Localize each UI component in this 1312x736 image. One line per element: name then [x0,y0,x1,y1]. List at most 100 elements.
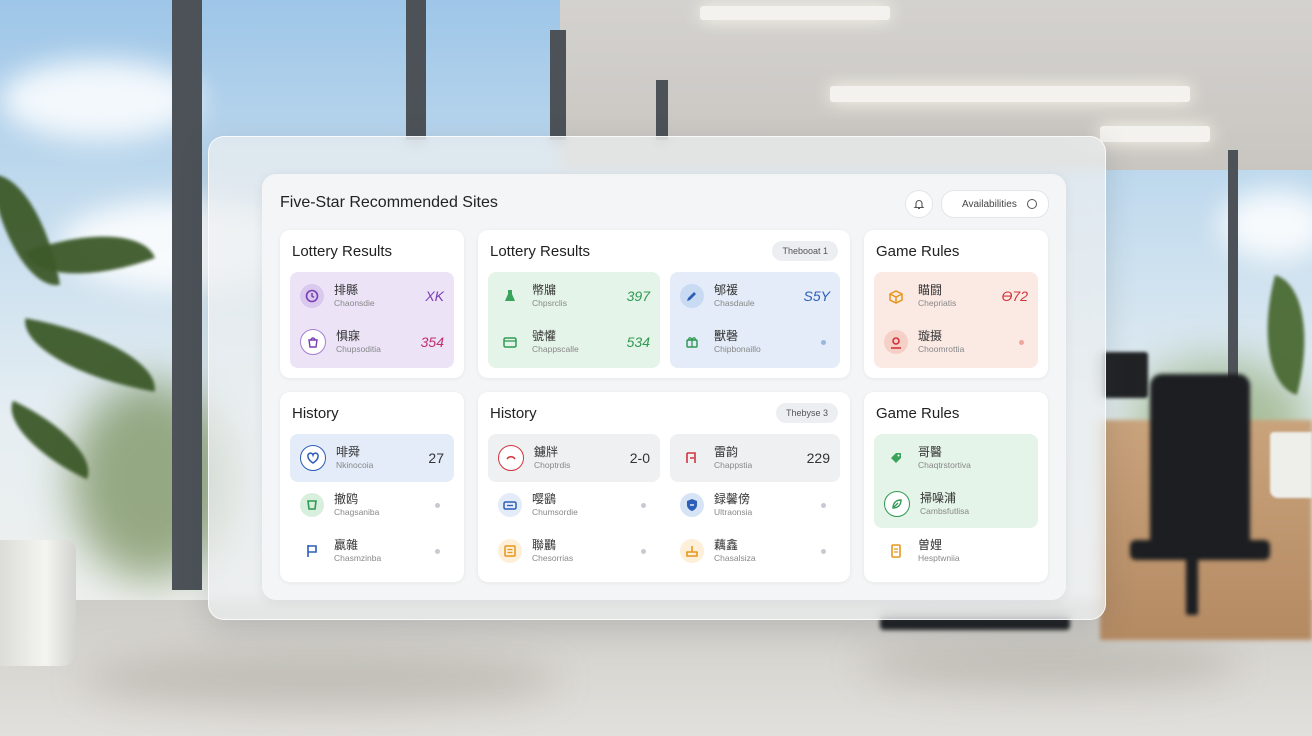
list-icon [498,539,522,563]
card-title: History [292,405,339,422]
list-item[interactable]: 璇摄 Choomrottia [874,319,1038,365]
item-sub: Nkinocoia [336,460,374,471]
card-title: Lottery Results [490,243,591,260]
shield-icon [680,493,704,517]
lottery-results-card: Lottery Results 排縣 Chaonsdie ΧΚ 惧寐 Chupsod… [280,230,464,378]
status-dot [821,339,826,345]
item-label: 藕鑫 [714,538,739,553]
item-sub: Chupsoditia [336,344,381,355]
item-label: 聯鸝 [532,538,557,553]
item-label: 曽娌 [918,538,943,553]
item-label: 掃噪浦 [920,491,957,506]
list-item[interactable]: 曽娌 Hesptwniia [874,528,1038,574]
item-value: ΧΚ [425,288,444,304]
item-sub: Chasalsiza [714,553,756,564]
item-sub: Chesorrias [532,553,574,564]
search-label: Availabilities [962,198,1017,210]
history-card: History 啡舜 Nkinocoia 27 撤鸥 Chagsaniba 贏雜 Ch… [280,392,464,582]
item-sub: Chaqtrstortiva [918,460,971,471]
item-sub: Ultraonsia [714,507,753,518]
notification-button[interactable] [905,190,933,218]
item-value: S5Y [803,288,830,304]
item-label: 贏雜 [334,538,359,553]
availability-search[interactable]: Availabilities [941,190,1049,218]
list-item[interactable]: 鑢牉 Choptrdis 2-0 [488,435,660,481]
item-label: 幣牖 [532,283,557,298]
item-sub: Chaonsdie [334,298,375,309]
list-item[interactable]: 掃噪浦 Cambsfutlisa [874,481,1038,527]
clock-icon [300,284,324,308]
list-item[interactable]: 嘤鷂 Chumsordie [488,482,660,528]
flag-icon [300,539,324,563]
chart-icon [680,446,704,470]
item-sub: Chappscalle [532,344,579,355]
box-icon [884,284,908,308]
lottery-results-main-card: Lottery Results Thebooat 1 幣牖 Chpsrclis 3… [478,230,850,378]
item-label: 排縣 [334,283,359,298]
item-sub: Choomrottia [918,344,965,355]
pin-icon [884,330,908,354]
item-label: 郇禐 [714,283,739,298]
list-item[interactable]: 瞄闘 Chepriatis Ө72 [874,273,1038,319]
item-label: 撤鸥 [334,492,359,507]
status-dot [435,502,440,508]
item-value: 354 [420,334,444,350]
item-sub: Chappstia [714,460,753,471]
list-item[interactable]: 排縣 Chaonsdie ΧΚ [290,273,454,319]
item-label: 雷韵 [714,445,739,460]
status-dot [1019,339,1024,345]
card-title: Lottery Results [292,243,393,260]
status-dot [641,502,646,508]
item-value: 27 [428,450,444,466]
gift-icon [680,330,704,354]
list-item[interactable]: 撤鸥 Chagsaniba [290,482,454,528]
flask-icon [498,284,522,308]
item-value: Ө72 [1001,288,1028,304]
list-item[interactable]: 幣牖 Chpsrclis 397 [488,273,660,319]
card-icon [498,330,522,354]
item-label: 啡舜 [336,445,361,460]
item-value: 397 [626,288,650,304]
list-item[interactable]: 啡舜 Nkinocoia 27 [290,435,454,481]
item-value: 229 [806,450,830,466]
item-sub: Chipbonaillo [714,344,761,355]
status-dot [821,548,826,554]
rocket-icon [680,284,704,308]
list-item[interactable]: 號懽 Chappscalle 534 [488,319,660,365]
list-item[interactable]: 藕鑫 Chasalsiza [670,528,840,574]
list-item[interactable]: 獸磬 Chipbonaillo [670,319,840,365]
list-item[interactable]: 雷韵 Chappstia 229 [670,435,840,481]
tile-bg [670,434,840,482]
item-label: 惧寐 [336,329,361,344]
item-sub: Chpsrclis [532,298,567,309]
stamp-icon [680,539,704,563]
item-sub: Chasmzinba [334,553,382,564]
list-item[interactable]: 惧寐 Chupsoditia 354 [290,319,454,365]
item-label: 號懽 [532,329,557,344]
status-dot [435,548,440,554]
list-item[interactable]: 郇禐 Chasdaule S5Y [670,273,840,319]
status-dot [641,548,646,554]
item-sub: Chasdaule [714,298,755,309]
item-sub: Chagsaniba [334,507,380,518]
bag-icon [300,329,326,355]
filter-badge[interactable]: Thebyse 3 [775,403,838,423]
bell-icon [913,200,925,210]
item-label: 哥醫 [918,445,943,460]
list-item[interactable]: 録馨傍 Ultraonsia [670,482,840,528]
filter-badge[interactable]: Thebooat 1 [772,241,838,261]
list-item[interactable]: 哥醫 Chaqtrstortiva [874,435,1038,481]
tag-icon [884,446,908,470]
item-value: 2-0 [629,450,650,466]
card-title: Game Rules [876,405,960,422]
history-main-card: History Thebyse 3 鑢牉 Choptrdis 2-0 雷韵 Chap… [478,392,850,582]
target-icon [498,445,524,471]
search-icon [1027,199,1037,209]
list-item[interactable]: 聯鸝 Chesorrias [488,528,660,574]
doc-icon [884,539,908,563]
game-rules-detail-card: Game Rules 哥醫 Chaqtrstortiva 掃噪浦 Cambsfutl… [864,392,1048,582]
cup-icon [300,493,324,517]
list-item[interactable]: 贏雜 Chasmzinba [290,528,454,574]
item-label: 録馨傍 [714,492,751,507]
card-title: Game Rules [876,243,960,260]
